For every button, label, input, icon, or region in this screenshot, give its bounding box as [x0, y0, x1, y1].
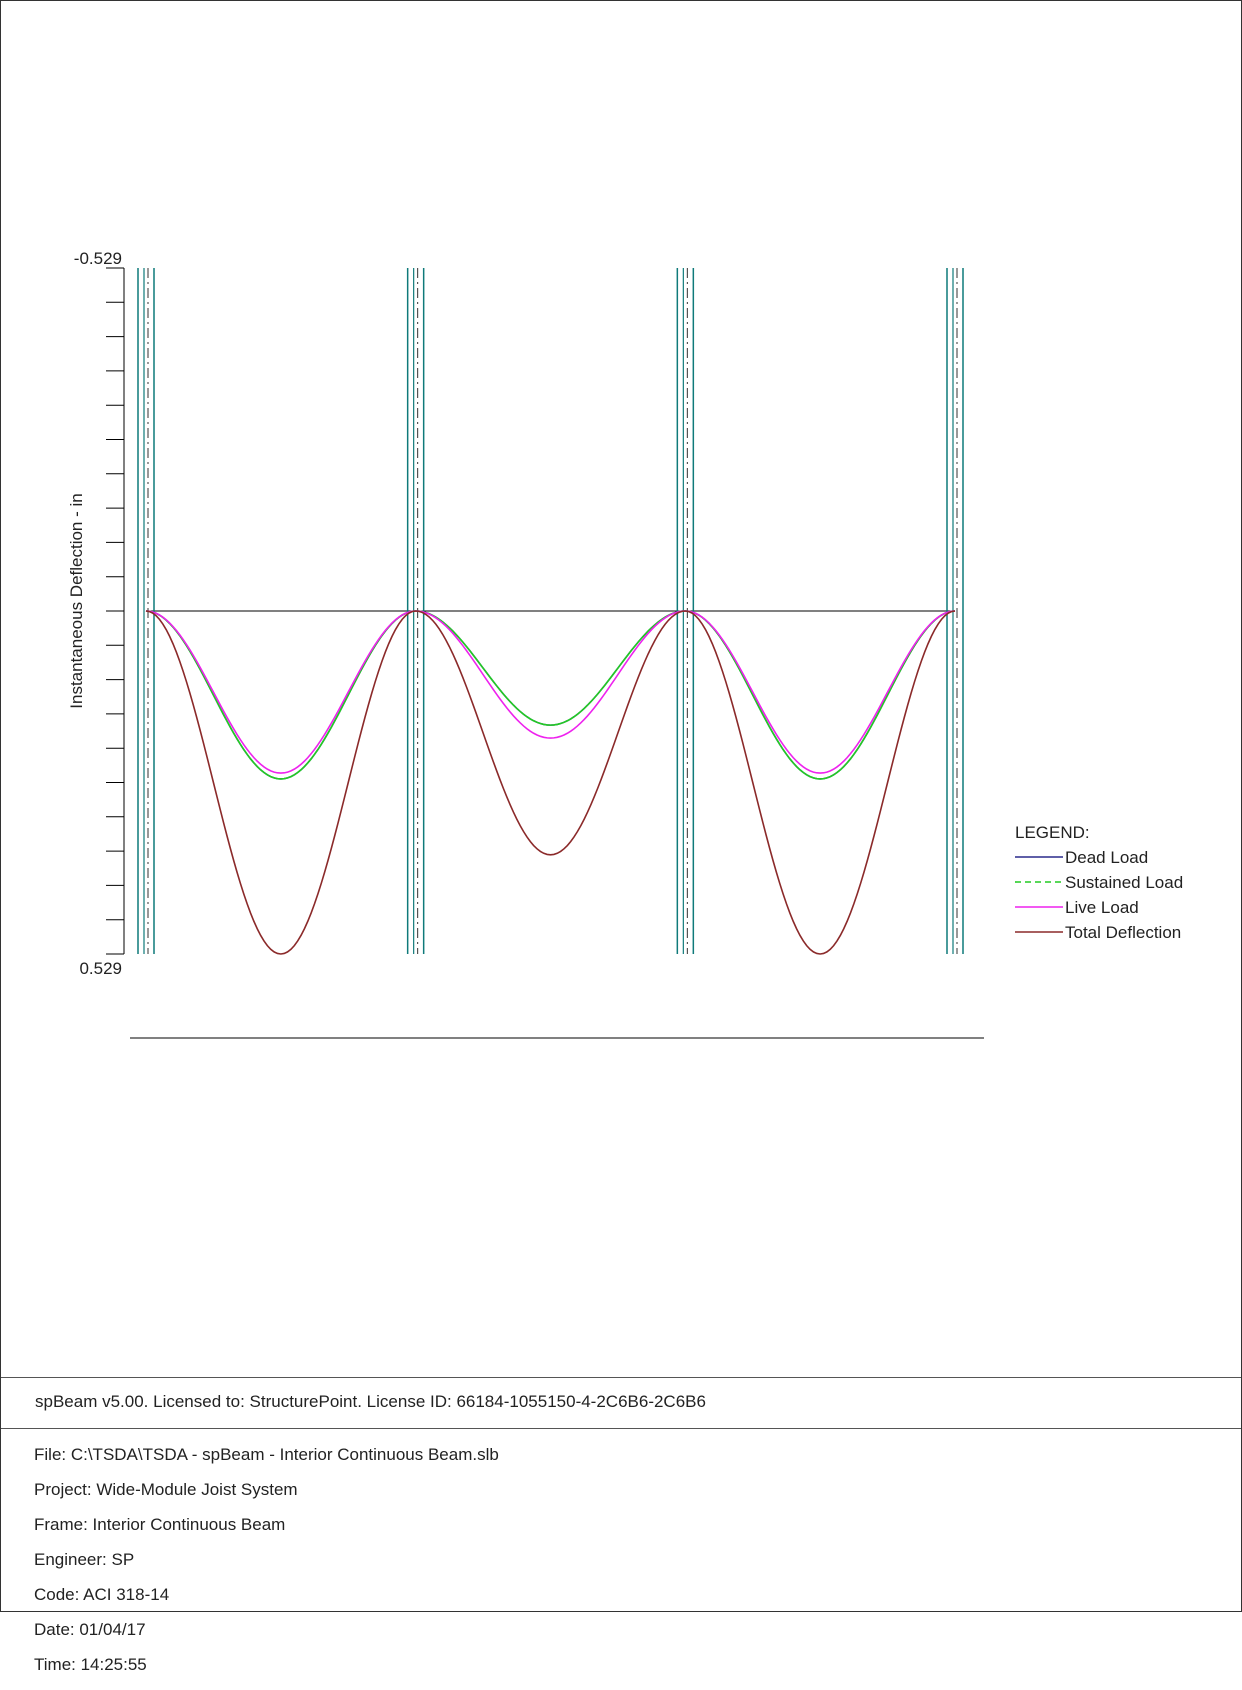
engineer-name: Engineer: SP — [34, 1550, 135, 1569]
series-sustained-load — [145, 610, 956, 780]
deflection-chart: -0.529 0.529 Instantaneous Deflection - in… — [67, 249, 1183, 1039]
time-text: Time: 14:25:55 — [34, 1655, 147, 1674]
file-path: File: C:\TSDA\TSDA - spBeam - Interior C… — [34, 1445, 499, 1464]
legend-entry: Live Load — [1065, 898, 1139, 917]
legend-entry: Dead Load — [1065, 848, 1148, 867]
frame-name: Frame: Interior Continuous Beam — [34, 1515, 286, 1534]
legend-entry: Sustained Load — [1065, 873, 1183, 892]
y-axis-title: Instantaneous Deflection - in — [67, 493, 86, 708]
y-tick-label-bottom: 0.529 — [79, 959, 122, 978]
legend-title: LEGEND: — [1015, 823, 1090, 842]
series-total-deflection — [145, 610, 956, 955]
license-text: spBeam v5.00. Licensed to: StructurePoin… — [35, 1392, 706, 1411]
license-bar: spBeam v5.00. Licensed to: StructurePoin… — [1, 1377, 1241, 1429]
series-dead-load — [145, 610, 956, 780]
project-name: Project: Wide-Module Joist System — [34, 1480, 298, 1499]
legend-entry: Total Deflection — [1065, 923, 1181, 942]
y-tick-label-top: -0.529 — [74, 249, 122, 268]
design-code: Code: ACI 318-14 — [34, 1585, 170, 1604]
date-text: Date: 01/04/17 — [34, 1620, 146, 1639]
project-info: File: C:\TSDA\TSDA - spBeam - Interior C… — [34, 1445, 499, 1690]
series-live-load — [145, 610, 956, 774]
